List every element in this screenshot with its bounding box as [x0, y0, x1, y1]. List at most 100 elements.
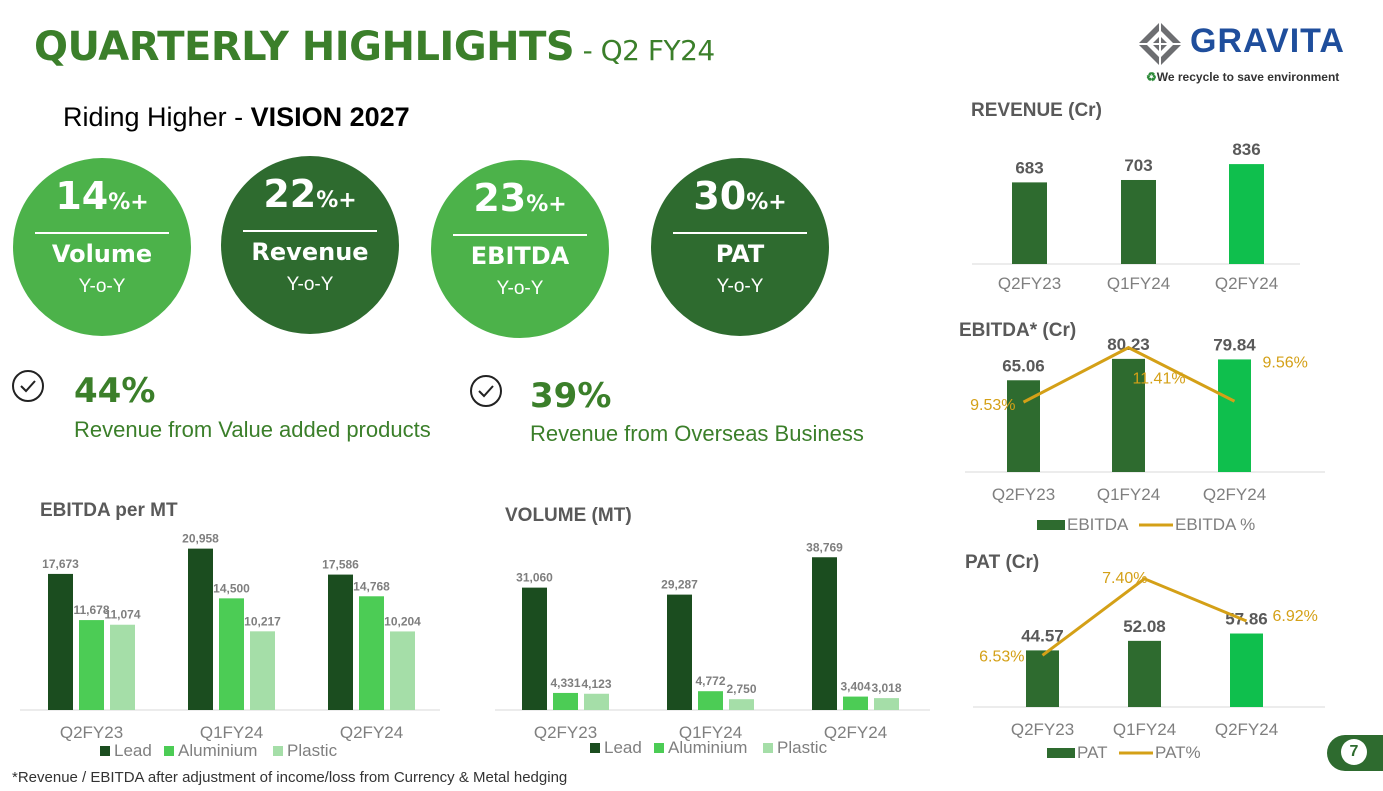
line-ebitda — [1022, 345, 1236, 404]
kpi-circle-ebitda: 23%+ EBITDA Y-o-Y — [431, 160, 609, 338]
legend-swatch — [590, 743, 600, 753]
bar-ebitda — [1218, 359, 1251, 472]
highlight-text: Revenue from Overseas Business — [530, 421, 864, 446]
kpi-divider — [673, 232, 807, 234]
bar-lead — [328, 574, 353, 710]
page-number-tab: 7 — [1327, 735, 1383, 771]
legend-swatch — [1047, 748, 1075, 758]
bar-pat — [1026, 650, 1059, 707]
kpi-label: Volume — [51, 240, 153, 268]
bar-lead — [667, 594, 692, 710]
data-label: 4,772 — [695, 674, 725, 688]
category-label: Q1FY24 — [1113, 720, 1176, 739]
bar-lead — [188, 548, 213, 710]
data-label: 2,750 — [726, 682, 756, 696]
category-label: Q1FY24 — [679, 723, 742, 742]
legend-label: Lead — [114, 741, 152, 760]
bar-pat — [1128, 640, 1161, 707]
legend-swatch — [763, 743, 773, 753]
data-label: 703 — [1124, 156, 1152, 175]
kpi-sub: Y-o-Y — [78, 276, 126, 297]
kpi-label: Revenue — [251, 238, 369, 266]
bar-aluminium — [79, 620, 104, 710]
line-data-label: 11.41% — [1133, 371, 1186, 388]
title-separator: - — [574, 34, 601, 67]
kpi-divider — [35, 232, 169, 234]
bar-plastic — [110, 624, 135, 710]
category-label: Q2FY23 — [1011, 720, 1074, 739]
gravita-logo-icon — [1138, 22, 1182, 66]
category-label: Q1FY24 — [200, 723, 263, 742]
bar-ebitda — [1007, 380, 1040, 472]
legend-label: Plastic — [777, 738, 828, 757]
legend-label: PAT% — [1155, 743, 1201, 762]
bar-aluminium — [698, 691, 723, 710]
bar-lead — [812, 557, 837, 710]
bar-pat — [1230, 633, 1263, 707]
bar-revenue — [1121, 179, 1156, 264]
checkmark-icon — [470, 375, 502, 407]
data-label: 17,586 — [322, 558, 359, 572]
bar-plastic — [584, 693, 609, 710]
company-logo: GRAVITA ♻We recycle to save environment — [1136, 18, 1368, 90]
page-number: 7 — [1341, 739, 1367, 765]
bar-aluminium — [843, 696, 868, 710]
category-label: Q2FY24 — [1215, 720, 1278, 739]
bar-aluminium — [553, 692, 578, 710]
kpi-value: 23%+ — [473, 176, 567, 220]
kpi-label: EBITDA — [470, 242, 570, 270]
data-label: 52.08 — [1123, 617, 1166, 636]
data-label: 14,768 — [353, 579, 390, 593]
title-period: Q2 FY24 — [600, 34, 716, 67]
data-label: 10,217 — [244, 614, 281, 628]
highlight-value: 44% — [74, 371, 156, 411]
bar-aluminium — [219, 598, 244, 710]
chart-title-revenue: REVENUE (Cr) — [971, 100, 1102, 121]
line-data-label: 6.53% — [979, 648, 1024, 665]
title-main: QUARTERLY HIGHLIGHTS — [34, 24, 575, 70]
kpi-sub: Y-o-Y — [496, 278, 544, 299]
category-label: Q2FY23 — [534, 723, 597, 742]
bar-lead — [522, 587, 547, 710]
legend-label: EBITDA % — [1175, 515, 1255, 534]
vision-tagline: Riding Higher - VISION 2027 — [63, 102, 410, 132]
chart-revenue: 683 Q2FY23 703 Q1FY24 836 Q2FY24 — [972, 140, 1300, 293]
kpi-circle-revenue: 22%+ Revenue Y-o-Y — [221, 156, 399, 334]
category-label: Q2FY23 — [998, 274, 1061, 293]
bar-revenue — [1229, 164, 1264, 264]
data-label: 683 — [1015, 158, 1043, 177]
recycle-icon: ♻ — [1146, 70, 1157, 84]
category-label: Q2FY24 — [1215, 274, 1278, 293]
chart-pat: 44.57 Q2FY23 52.08 Q1FY24 57.86 Q2FY24 6.53% 7.… — [973, 570, 1325, 762]
legend-label: EBITDA — [1067, 515, 1129, 534]
kpi-circle-volume: 14%+ Volume Y-o-Y — [13, 158, 191, 336]
legend-swatch — [1037, 520, 1065, 530]
legend-label: Lead — [604, 738, 642, 757]
legend-swatch — [654, 743, 664, 753]
legend-label: Plastic — [287, 741, 338, 760]
kpi-value: 22%+ — [263, 172, 357, 216]
data-label: 57.86 — [1225, 610, 1268, 629]
data-label: 29,287 — [661, 578, 698, 592]
checkmark-icon — [12, 370, 44, 402]
category-label: Q2FY23 — [992, 485, 1055, 504]
kpi-divider — [453, 234, 587, 236]
highlight-value: 39% — [530, 376, 612, 416]
data-label: 836 — [1232, 140, 1260, 159]
category-label: Q2FY24 — [340, 723, 403, 742]
data-label: 3,404 — [840, 680, 870, 694]
line-data-label: 7.40% — [1102, 570, 1147, 587]
chart-title-ebitda: EBITDA* (Cr) — [959, 320, 1077, 341]
data-label: 11,678 — [73, 603, 109, 617]
bar-plastic — [250, 631, 275, 710]
bar-plastic — [874, 698, 899, 710]
data-label: 38,769 — [806, 540, 843, 554]
kpi-value: 14%+ — [55, 174, 149, 218]
bar-aluminium — [359, 596, 384, 710]
data-label: 4,123 — [581, 677, 611, 691]
data-label: 31,060 — [516, 571, 553, 585]
legend-label: Aluminium — [178, 741, 257, 760]
data-label: 3,018 — [871, 681, 901, 695]
chart-title-ebitda-per-mt: EBITDA per MT — [40, 500, 178, 521]
